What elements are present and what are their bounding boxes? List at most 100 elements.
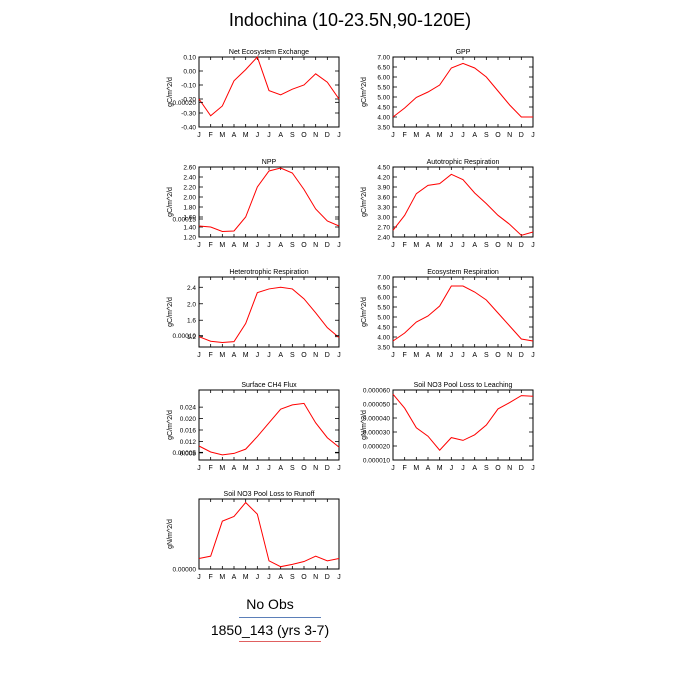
y-tick-label: 2.20 bbox=[183, 185, 196, 192]
x-tick-label: D bbox=[325, 465, 330, 472]
x-tick-label: J bbox=[337, 132, 341, 139]
panel-frame bbox=[198, 498, 340, 570]
x-tick-label: F bbox=[403, 242, 407, 249]
x-tick-label: J bbox=[197, 132, 201, 139]
y-tick-label: 0.00010 bbox=[173, 333, 197, 340]
series-line bbox=[198, 402, 340, 456]
x-tick-label: F bbox=[209, 242, 213, 249]
x-tick-label: O bbox=[495, 465, 501, 472]
panel-frame bbox=[198, 389, 340, 461]
x-tick-label: J bbox=[461, 242, 465, 249]
panel-title: NPP bbox=[262, 159, 277, 166]
x-tick-label: M bbox=[243, 352, 249, 359]
x-tick-label: D bbox=[519, 465, 524, 472]
y-tick-label: 0.008 bbox=[180, 450, 197, 457]
panel-frame bbox=[198, 56, 340, 128]
x-tick-label: A bbox=[426, 132, 431, 139]
x-tick-label: M bbox=[243, 242, 249, 249]
x-tick-label: A bbox=[426, 242, 431, 249]
y-tick-label: 1.40 bbox=[183, 225, 196, 232]
panel-title: Ecosystem Respiration bbox=[427, 269, 499, 276]
x-tick-label: F bbox=[209, 132, 213, 139]
y-tick-label: 2.40 bbox=[377, 235, 390, 242]
y-axis-label: gC/m^2/d bbox=[361, 187, 368, 217]
x-tick-label: N bbox=[313, 574, 318, 581]
y-tick-label: -0.40 bbox=[181, 125, 196, 132]
x-tick-label: O bbox=[301, 242, 307, 249]
y-tick-label: 0.00000 bbox=[173, 567, 197, 574]
x-tick-label: F bbox=[403, 132, 407, 139]
y-tick-label: 2.0 bbox=[187, 301, 196, 308]
x-tick-label: J bbox=[267, 132, 271, 139]
y-tick-label: 4.00 bbox=[377, 335, 390, 342]
series-line bbox=[392, 285, 534, 342]
y-tick-label: -0.20 bbox=[181, 97, 196, 104]
x-tick-label: J bbox=[461, 352, 465, 359]
y-tick-label: 0.000060 bbox=[363, 388, 390, 395]
x-tick-label: J bbox=[450, 352, 454, 359]
x-tick-label: S bbox=[290, 465, 295, 472]
panel-title: Soil NO3 Pool Loss to Leaching bbox=[414, 382, 513, 389]
y-tick-label: 0.016 bbox=[180, 428, 197, 435]
x-tick-label: D bbox=[325, 352, 330, 359]
y-tick-label: 6.00 bbox=[377, 75, 390, 82]
x-tick-label: A bbox=[232, 465, 237, 472]
y-axis-label: gC/m^2/d bbox=[167, 187, 174, 217]
x-tick-label: O bbox=[495, 242, 501, 249]
x-tick-label: F bbox=[403, 465, 407, 472]
y-tick-label: 2.4 bbox=[187, 285, 196, 292]
y-tick-label: 0.000050 bbox=[363, 402, 390, 409]
series-line bbox=[392, 62, 533, 118]
y-tick-label: 0.020 bbox=[180, 416, 197, 423]
y-tick-label: 0.00 bbox=[183, 69, 196, 76]
x-tick-label: A bbox=[472, 352, 477, 359]
x-tick-label: F bbox=[209, 574, 213, 581]
x-tick-label: M bbox=[219, 465, 225, 472]
y-tick-label: 1.60 bbox=[183, 215, 196, 222]
panel-title: Soil NO3 Pool Loss to Runoff bbox=[224, 491, 315, 498]
y-tick-label: 4.20 bbox=[377, 175, 390, 182]
x-tick-label: M bbox=[413, 352, 419, 359]
x-tick-label: J bbox=[256, 132, 260, 139]
x-tick-label: M bbox=[219, 574, 225, 581]
x-tick-label: J bbox=[450, 465, 454, 472]
legend-obs-line bbox=[239, 617, 321, 618]
y-tick-label: 2.40 bbox=[183, 175, 196, 182]
y-tick-label: 3.90 bbox=[377, 185, 390, 192]
y-tick-label: 2.00 bbox=[183, 195, 196, 202]
y-axis-label: gC/m^2/d bbox=[167, 410, 174, 440]
x-tick-label: J bbox=[267, 352, 271, 359]
x-tick-label: J bbox=[391, 242, 395, 249]
y-tick-label: 4.50 bbox=[377, 105, 390, 112]
x-tick-label: O bbox=[301, 465, 307, 472]
y-tick-label: 0.00020 bbox=[173, 100, 197, 107]
y-tick-label: 1.80 bbox=[183, 205, 196, 212]
x-tick-label: J bbox=[337, 465, 341, 472]
y-tick-label: 0.000020 bbox=[363, 444, 390, 451]
x-tick-label: S bbox=[290, 132, 295, 139]
x-tick-label: A bbox=[232, 242, 237, 249]
y-tick-label: 1.2 bbox=[187, 334, 196, 341]
x-tick-label: J bbox=[450, 132, 454, 139]
x-tick-label: S bbox=[290, 574, 295, 581]
x-tick-label: M bbox=[243, 465, 249, 472]
x-tick-label: A bbox=[278, 132, 283, 139]
y-tick-label: 7.00 bbox=[377, 55, 390, 62]
y-tick-label: 0.000040 bbox=[363, 416, 390, 423]
x-tick-label: J bbox=[531, 132, 535, 139]
x-tick-label: N bbox=[507, 242, 512, 249]
x-tick-label: M bbox=[219, 242, 225, 249]
series-line bbox=[392, 173, 534, 236]
y-tick-label: 7.00 bbox=[377, 275, 390, 282]
x-tick-label: O bbox=[301, 352, 307, 359]
panel-frame bbox=[392, 56, 534, 128]
y-axis-label: gC/m^2/d bbox=[167, 77, 174, 107]
y-tick-label: -0.30 bbox=[181, 111, 196, 118]
x-tick-label: D bbox=[325, 242, 330, 249]
panel-frame bbox=[198, 166, 340, 238]
x-tick-label: M bbox=[413, 242, 419, 249]
series-line bbox=[392, 393, 534, 451]
